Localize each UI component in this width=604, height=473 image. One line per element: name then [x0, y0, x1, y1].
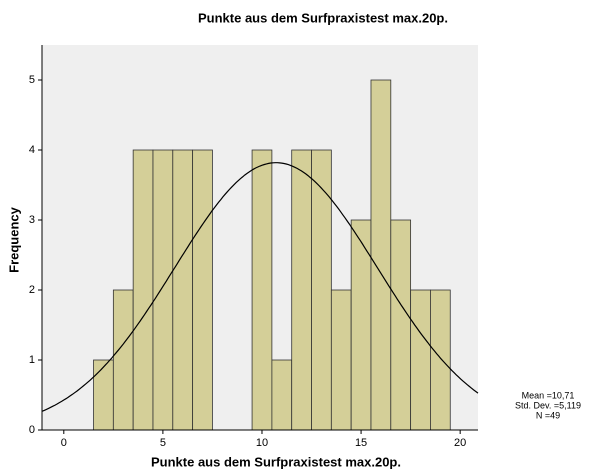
bar: [410, 289, 431, 431]
y-tick-label: 3: [29, 214, 35, 226]
bar: [251, 149, 273, 431]
bar: [172, 149, 194, 431]
y-tick-label: 2: [29, 284, 35, 296]
y-axis-label: Frequency: [6, 206, 21, 273]
bar: [370, 79, 392, 431]
stat-label: Mean =10,71: [522, 390, 575, 400]
stat-label: N =49: [536, 410, 560, 420]
bar: [311, 149, 332, 431]
x-tick-label: 20: [454, 437, 466, 449]
y-tick-label: 5: [29, 74, 35, 86]
bar: [330, 289, 352, 431]
x-tick-label: 15: [355, 437, 367, 449]
x-tick-label: 10: [256, 437, 268, 449]
bar: [112, 289, 134, 431]
x-tick-label: 5: [160, 437, 166, 449]
y-tick-label: 0: [29, 424, 35, 436]
bar: [93, 359, 114, 431]
x-axis-label: Punkte aus dem Surfpraxistest max.20p.: [151, 454, 401, 469]
bar: [390, 219, 412, 431]
chart-title: Punkte aus dem Surfpraxistest max.20p.: [198, 10, 448, 25]
stat-label: Std. Dev. =5,119: [515, 400, 581, 410]
x-tick-label: 0: [61, 437, 67, 449]
bar: [192, 149, 213, 431]
bar: [132, 149, 154, 431]
bar: [152, 149, 174, 431]
bar: [430, 289, 451, 431]
bar: [291, 149, 312, 431]
y-tick-label: 4: [29, 144, 35, 156]
y-tick-label: 1: [29, 354, 35, 366]
bar: [350, 219, 372, 431]
bar: [271, 359, 293, 431]
normal-curve: [41, 162, 479, 412]
